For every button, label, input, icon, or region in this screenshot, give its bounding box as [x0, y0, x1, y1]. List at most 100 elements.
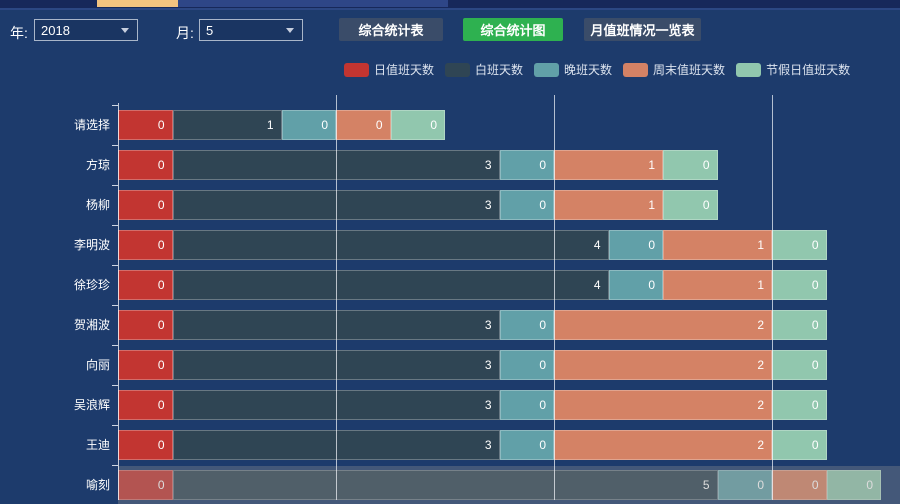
bar-segment[interactable]: 0: [499, 390, 554, 420]
legend-label: 节假日值班天数: [766, 63, 851, 77]
y-axis-label: 杨柳: [85, 198, 110, 212]
bar-segment[interactable]: 0: [499, 350, 554, 380]
y-axis-line: [118, 103, 119, 500]
legend-item[interactable]: 日值班天数: [344, 61, 434, 78]
y-axis-label: 王迪: [85, 438, 110, 452]
summary-table-button[interactable]: 综合统计表: [339, 18, 443, 41]
axis-tick: [112, 185, 118, 186]
summary-chart-button[interactable]: 综合统计图: [463, 18, 563, 41]
bar-segment[interactable]: 0: [663, 190, 718, 220]
bar-segment[interactable]: 0: [772, 430, 827, 460]
month-select[interactable]: 5: [199, 19, 303, 41]
chart-legend: 日值班天数 白班天数 晚班天数 周末值班天数 节假日值班天数: [344, 61, 850, 78]
gridline: [553, 95, 555, 500]
axis-tick: [112, 425, 118, 426]
legend-item[interactable]: 晚班天数: [534, 61, 612, 78]
tab-indicator-orange: [97, 0, 178, 7]
bar-segment[interactable]: 0: [772, 390, 827, 420]
bar-segment[interactable]: 2: [554, 430, 772, 460]
bar-segment[interactable]: 0: [118, 310, 173, 340]
axis-tick: [112, 265, 118, 266]
legend-item[interactable]: 节假日值班天数: [736, 61, 850, 78]
year-select-value: 2018: [41, 22, 70, 38]
legend-label: 白班天数: [475, 63, 524, 77]
axis-tick: [112, 465, 118, 466]
legend-item[interactable]: 周末值班天数: [623, 61, 725, 78]
axis-tick: [112, 345, 118, 346]
gridline: [771, 95, 773, 500]
legend-label: 日值班天数: [374, 63, 435, 77]
top-strip: [0, 0, 900, 8]
bar-segment[interactable]: 0: [499, 190, 554, 220]
bar-segment[interactable]: 2: [554, 310, 772, 340]
bar-segment[interactable]: 0: [118, 350, 173, 380]
bar-segment[interactable]: 1: [554, 150, 663, 180]
bar-segment[interactable]: 0: [826, 470, 881, 500]
y-axis-label: 方琼: [85, 158, 110, 172]
bar-segment[interactable]: 0: [118, 470, 173, 500]
bar-segment[interactable]: 4: [172, 230, 609, 260]
legend-label: 晚班天数: [564, 63, 613, 77]
bar-segment[interactable]: 0: [499, 150, 554, 180]
y-axis-label: 贺湘波: [73, 318, 110, 332]
bar-segment[interactable]: 1: [554, 190, 663, 220]
y-axis-label: 吴浪辉: [73, 398, 110, 412]
bar-segment[interactable]: 0: [499, 310, 554, 340]
bar-segment[interactable]: 0: [118, 390, 173, 420]
axis-tick: [112, 385, 118, 386]
bar-segment[interactable]: 0: [772, 470, 827, 500]
bar-segment[interactable]: 0: [118, 270, 173, 300]
monthly-duty-overview-button[interactable]: 月值班情况一览表: [584, 18, 701, 41]
month-select-value: 5: [206, 22, 214, 38]
bar-segment[interactable]: 2: [554, 350, 772, 380]
bar-segment[interactable]: 0: [336, 110, 391, 140]
bar-segment[interactable]: 0: [281, 110, 336, 140]
axis-tick: [112, 305, 118, 306]
axis-tick: [112, 225, 118, 226]
legend-swatch: [623, 62, 649, 77]
chevron-down-icon: [121, 27, 129, 33]
legend-swatch: [736, 62, 762, 77]
legend-item[interactable]: 白班天数: [445, 61, 523, 78]
bar-segment[interactable]: 0: [772, 310, 827, 340]
year-label: 年:: [10, 25, 28, 41]
bar-segment[interactable]: 1: [663, 230, 772, 260]
bar-segment[interactable]: 5: [172, 470, 718, 500]
legend-swatch: [445, 62, 471, 77]
y-axis-label: 向丽: [85, 358, 110, 372]
chevron-down-icon: [286, 27, 294, 33]
bar-segment[interactable]: 0: [772, 270, 827, 300]
bar-segment[interactable]: 0: [499, 430, 554, 460]
hover-highlight-band: [118, 466, 900, 504]
bar-segment[interactable]: 4: [172, 270, 609, 300]
bar-segment[interactable]: 0: [118, 190, 173, 220]
axis-tick: [112, 145, 118, 146]
top-divider: [0, 8, 900, 10]
bar-segment[interactable]: 0: [118, 150, 173, 180]
scroll-thumb[interactable]: [178, 0, 448, 7]
bar-segment[interactable]: 0: [118, 110, 173, 140]
bar-segment[interactable]: 0: [772, 350, 827, 380]
y-axis-label: 喻刻: [85, 478, 110, 492]
bar-segment[interactable]: 1: [172, 110, 282, 140]
bar-segment[interactable]: 0: [772, 230, 827, 260]
legend-swatch: [534, 62, 560, 77]
bar-segment[interactable]: 0: [608, 230, 663, 260]
bar-segment[interactable]: 0: [390, 110, 445, 140]
bar-segment[interactable]: 0: [608, 270, 663, 300]
year-select[interactable]: 2018: [34, 19, 138, 41]
bar-segment[interactable]: 1: [663, 270, 772, 300]
y-axis-label: 请选择: [73, 118, 110, 132]
legend-label: 周末值班天数: [653, 63, 726, 77]
month-label: 月:: [176, 25, 194, 41]
bar-segment[interactable]: 0: [118, 230, 173, 260]
bar-segment[interactable]: 0: [663, 150, 718, 180]
duty-stacked-bar-chart: 请选择 0 1 0 0 0 方琼 0 3 0 1 0 杨柳 0 3 0 1 0 李明波 0 4 0 1 0 徐珍珍 0 4 0 1 0 贺湘…: [0, 90, 900, 504]
legend-swatch: [344, 62, 369, 77]
bar-segment[interactable]: 2: [554, 390, 772, 420]
bar-segment[interactable]: 0: [118, 430, 173, 460]
gridline: [335, 95, 337, 500]
y-axis-label: 徐珍珍: [73, 278, 110, 292]
axis-tick: [112, 105, 118, 106]
